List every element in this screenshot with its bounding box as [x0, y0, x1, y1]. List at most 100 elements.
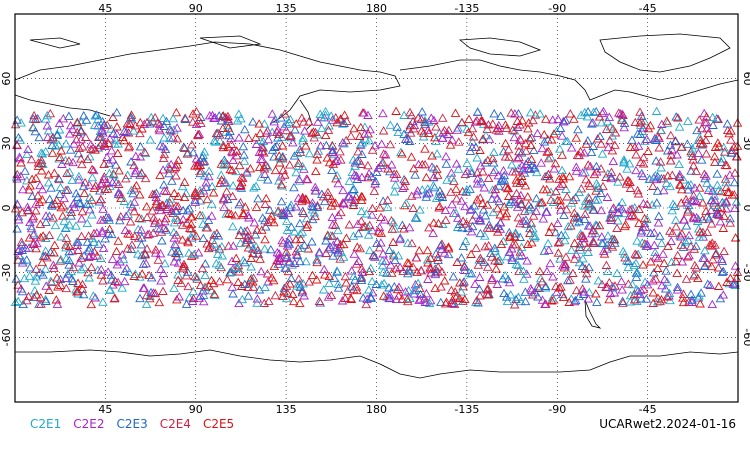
occultation-marker	[77, 206, 88, 216]
occultation-marker	[273, 207, 283, 217]
occultation-marker	[56, 232, 66, 241]
occultation-marker	[631, 284, 642, 294]
occultation-marker	[543, 146, 554, 156]
occultation-marker	[25, 181, 35, 190]
occultation-marker	[333, 178, 343, 188]
occultation-marker	[284, 239, 295, 248]
occultation-marker	[557, 289, 568, 299]
occultation-marker	[328, 240, 339, 249]
occultation-marker	[59, 193, 69, 203]
occultation-marker	[112, 122, 122, 131]
occultation-marker	[672, 282, 683, 292]
occultation-marker	[650, 252, 661, 261]
occultation-marker	[116, 211, 126, 221]
occultation-marker	[72, 118, 83, 128]
occultation-marker	[29, 292, 39, 302]
occultation-marker	[433, 252, 443, 261]
occultation-marker	[510, 229, 520, 238]
bottom-axis-tick-label: 180	[366, 403, 387, 416]
occultation-marker	[593, 194, 603, 204]
occultation-marker	[560, 259, 570, 268]
occultation-marker	[58, 211, 68, 220]
occultation-marker	[158, 141, 168, 151]
occultation-marker	[36, 155, 47, 165]
occultation-marker	[650, 247, 660, 257]
occultation-marker	[540, 281, 551, 290]
occultation-marker	[536, 158, 546, 167]
occultation-marker	[226, 139, 237, 148]
occultation-marker	[150, 288, 161, 298]
occultation-marker	[44, 194, 55, 203]
occultation-marker	[76, 231, 87, 240]
occultation-marker	[591, 186, 601, 195]
occultation-marker	[158, 165, 168, 174]
occultation-marker	[729, 142, 739, 152]
occultation-marker	[135, 293, 145, 303]
occultation-marker	[153, 255, 164, 264]
occultation-marker	[603, 231, 613, 240]
occultation-marker	[18, 256, 28, 265]
occultation-marker	[76, 126, 86, 136]
occultation-marker	[688, 190, 699, 200]
occultation-marker	[238, 210, 249, 219]
occultation-marker	[516, 242, 527, 251]
occultation-marker	[58, 201, 68, 210]
occultation-marker	[195, 280, 206, 290]
occultation-marker	[662, 116, 672, 125]
occultation-marker	[569, 254, 580, 263]
occultation-marker	[683, 252, 693, 261]
occultation-marker	[588, 117, 598, 127]
occultation-marker	[129, 197, 140, 206]
occultation-marker	[694, 183, 705, 192]
occultation-marker	[474, 272, 485, 281]
occultation-marker	[159, 149, 170, 159]
occultation-marker	[225, 164, 236, 174]
occultation-marker	[96, 132, 107, 141]
occultation-marker	[98, 297, 108, 306]
occultation-marker	[290, 125, 300, 134]
occultation-marker	[85, 192, 95, 202]
occultation-marker	[456, 253, 467, 262]
occultation-marker	[72, 240, 83, 249]
occultation-marker	[591, 161, 602, 171]
occultation-marker	[68, 199, 79, 208]
occultation-marker	[274, 248, 284, 258]
occultation-marker	[182, 267, 193, 276]
occultation-marker	[321, 140, 332, 150]
occultation-marker	[509, 300, 520, 309]
occultation-marker	[719, 246, 729, 256]
occultation-marker	[658, 249, 668, 258]
occultation-marker	[681, 194, 691, 204]
occultation-marker	[120, 225, 131, 235]
occultation-marker	[307, 128, 317, 137]
occultation-marker	[237, 294, 248, 304]
legend: C2E1 C2E2 C2E3 C2E4 C2E5	[30, 417, 234, 431]
occultation-marker	[194, 129, 205, 138]
occultation-marker	[117, 283, 127, 292]
occultation-marker	[429, 115, 439, 124]
occultation-marker	[499, 201, 510, 211]
occultation-marker	[16, 171, 26, 181]
occultation-marker	[702, 212, 712, 221]
occultation-marker	[284, 160, 295, 169]
occultation-marker	[26, 154, 37, 164]
occultation-marker	[495, 255, 505, 264]
occultation-marker	[256, 172, 266, 181]
occultation-marker	[295, 256, 305, 266]
occultation-marker	[540, 299, 550, 309]
occultation-marker	[315, 141, 326, 150]
occultation-marker	[188, 286, 198, 296]
occultation-marker	[425, 295, 436, 305]
occultation-marker	[598, 181, 608, 191]
occultation-marker	[240, 226, 250, 236]
occultation-marker	[219, 155, 230, 164]
occultation-marker	[553, 114, 563, 123]
occultation-marker	[672, 268, 682, 277]
occultation-marker	[339, 110, 350, 119]
occultation-marker	[100, 233, 110, 243]
occultation-marker	[583, 199, 594, 209]
occultation-marker	[130, 231, 140, 240]
occultation-marker	[585, 161, 596, 171]
occultation-marker	[238, 173, 248, 182]
occultation-marker	[103, 138, 114, 147]
